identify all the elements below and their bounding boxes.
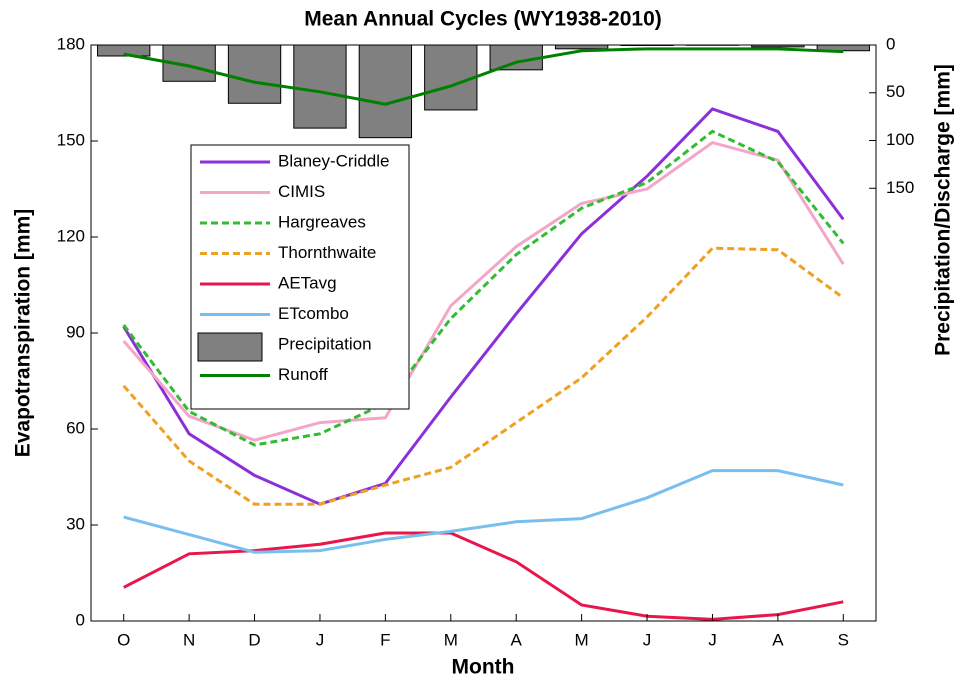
y-tick-label: 180 [57, 34, 85, 53]
x-tick-label: J [708, 630, 717, 649]
bar [489, 44, 543, 71]
legend-label: AETavg [278, 273, 337, 292]
y-axis-label: Evapotranspiration [mm] [12, 209, 35, 458]
legend-label: CIMIS [278, 182, 325, 201]
x-tick-label: M [444, 630, 458, 649]
line-series [122, 107, 845, 506]
y2-tick-label: 50 [886, 82, 905, 101]
y-tick-label: 30 [66, 514, 85, 533]
bar [424, 44, 478, 111]
y-tick-label: 120 [57, 226, 85, 245]
bar [227, 44, 282, 104]
line-series [123, 47, 844, 106]
y2-axis-label: Precipitation/Discharge [mm] [932, 64, 955, 356]
bar [554, 44, 609, 50]
bar [293, 44, 347, 129]
line-series [122, 140, 845, 442]
legend-label: ETcombo [278, 304, 349, 323]
x-tick-label: O [117, 630, 130, 649]
x-tick-label: F [380, 630, 390, 649]
x-tick-label: S [838, 630, 849, 649]
x-tick-label: M [575, 630, 589, 649]
x-tick-label: A [511, 630, 523, 649]
x-tick-label: J [643, 630, 652, 649]
legend-swatch [197, 332, 263, 362]
legend-label: Precipitation [278, 334, 372, 353]
y2-tick-label: 0 [886, 34, 895, 53]
x-tick-label: N [183, 630, 195, 649]
line-series [122, 246, 845, 506]
legend-label: Thornthwaite [278, 243, 376, 262]
y-tick-label: 60 [66, 418, 85, 437]
y-tick-label: 90 [66, 322, 85, 341]
legend-label: Runoff [278, 365, 328, 384]
line-series [123, 469, 844, 554]
x-tick-label: A [772, 630, 784, 649]
line-series [123, 531, 844, 621]
chart-title: Mean Annual Cycles (WY1938-2010) [304, 8, 662, 31]
legend-box [190, 144, 410, 410]
y-tick-label: 150 [57, 130, 85, 149]
bar [358, 44, 413, 139]
x-tick-label: J [316, 630, 325, 649]
legend-label: Blaney-Criddle [278, 151, 390, 170]
legend-label: Hargreaves [278, 212, 366, 231]
x-axis-label: Month [452, 656, 515, 679]
x-tick-label: D [248, 630, 260, 649]
y-tick-label: 0 [76, 610, 85, 629]
line-series [122, 129, 845, 447]
y2-tick-label: 100 [886, 130, 914, 149]
y2-tick-label: 150 [886, 178, 914, 197]
